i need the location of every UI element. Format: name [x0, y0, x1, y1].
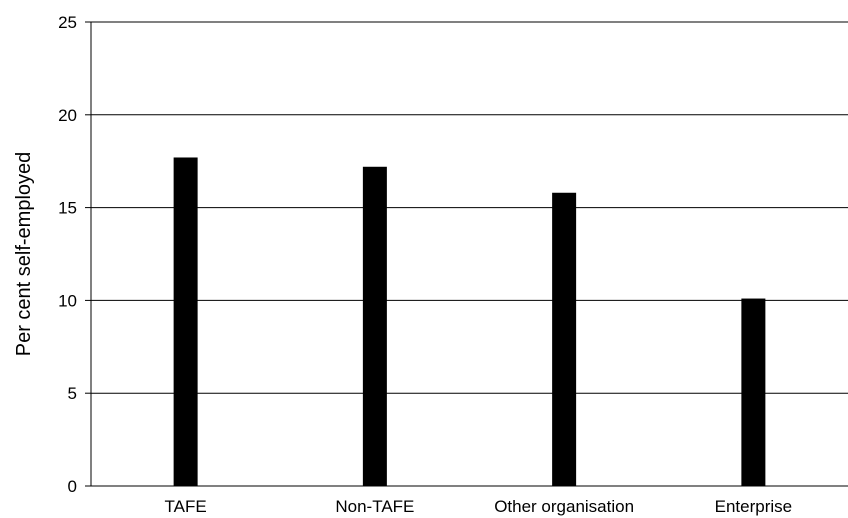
- bar-tafe: [173, 157, 198, 486]
- y-tick-label: 20: [58, 106, 77, 125]
- y-tick-label: 10: [58, 291, 77, 310]
- x-category-label: Enterprise: [715, 497, 792, 516]
- bar-enterprise: [741, 298, 766, 486]
- y-axis-ticks: 0 5 10 15 20 25: [58, 13, 91, 496]
- y-tick-label: 0: [68, 477, 77, 496]
- y-tick-label: 15: [58, 199, 77, 218]
- y-tick-label: 25: [58, 13, 77, 32]
- y-tick-label: 5: [68, 384, 77, 403]
- bar-non-tafe: [362, 166, 387, 486]
- gridlines: [91, 21, 848, 394]
- x-axis-labels: TAFE Non-TAFE Other organisation Enterprise: [165, 497, 793, 516]
- bar-other-organisation: [552, 192, 577, 486]
- bars: [173, 157, 766, 486]
- x-category-label: Other organisation: [494, 497, 634, 516]
- x-category-label: TAFE: [165, 497, 207, 516]
- x-category-label: Non-TAFE: [335, 497, 414, 516]
- y-axis-title: Per cent self-employed: [13, 152, 35, 357]
